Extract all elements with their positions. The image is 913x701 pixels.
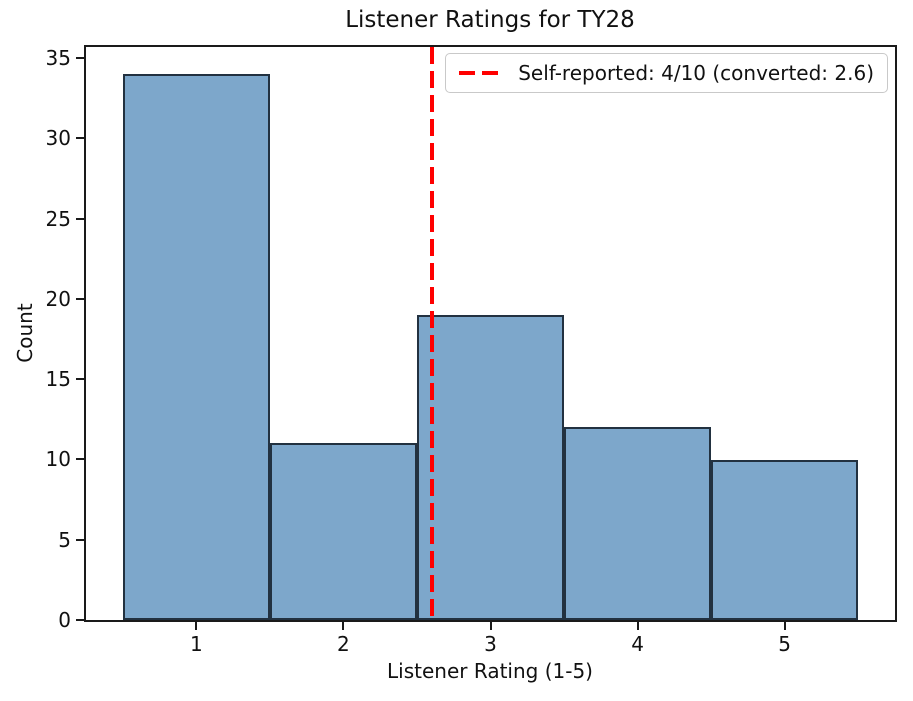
- y-tick-label: 30: [45, 126, 71, 151]
- legend-dashed-line-sample: [459, 71, 502, 75]
- x-tick-mark: [342, 622, 345, 630]
- y-tick-mark: [76, 217, 84, 220]
- x-tick-mark: [783, 622, 786, 630]
- y-axis-label: Count: [13, 303, 37, 363]
- x-tick-label: 5: [778, 632, 792, 656]
- plot-area: Self-reported: 4/10 (converted: 2.6) 0 5 1…: [46, 45, 897, 656]
- y-tick-mark: [76, 57, 84, 60]
- x-axis-label: Listener Rating (1-5): [387, 659, 593, 683]
- x-tick-label: 2: [337, 632, 350, 656]
- histogram-bar-1: [122, 74, 270, 620]
- y-tick-label: 20: [45, 286, 71, 311]
- x-tick-mark: [636, 622, 639, 630]
- y-tick-mark: [76, 137, 84, 140]
- x-tick-mark: [195, 622, 198, 630]
- y-tick-label: 0: [58, 608, 71, 632]
- y-tick-mark: [76, 458, 84, 461]
- chart-title: Listener Ratings for TY28: [345, 7, 635, 33]
- histogram-bar-4: [564, 427, 712, 620]
- y-tick-mark: [76, 538, 84, 541]
- y-tick-mark: [76, 297, 84, 300]
- y-tick-mark: [76, 619, 84, 621]
- x-tick-label: 1: [189, 632, 203, 656]
- histogram-bar-3: [416, 315, 565, 620]
- histogram-bar-5: [711, 459, 859, 620]
- histogram-bar-2: [269, 443, 417, 620]
- legend: Self-reported: 4/10 (converted: 2.6): [445, 53, 888, 93]
- y-tick-label: 10: [45, 447, 71, 472]
- x-tick-label: 4: [631, 632, 644, 656]
- x-tick-mark: [489, 622, 492, 630]
- y-tick-label: 5: [58, 527, 71, 552]
- y-tick-label: 25: [45, 206, 71, 231]
- y-tick-label: 35: [45, 46, 71, 71]
- y-tick-label: 15: [45, 367, 71, 392]
- x-tick-label: 3: [484, 632, 497, 656]
- legend-label: Self-reported: 4/10 (converted: 2.6): [518, 61, 874, 85]
- self-reported-vline: [429, 47, 434, 620]
- y-tick-mark: [76, 378, 84, 381]
